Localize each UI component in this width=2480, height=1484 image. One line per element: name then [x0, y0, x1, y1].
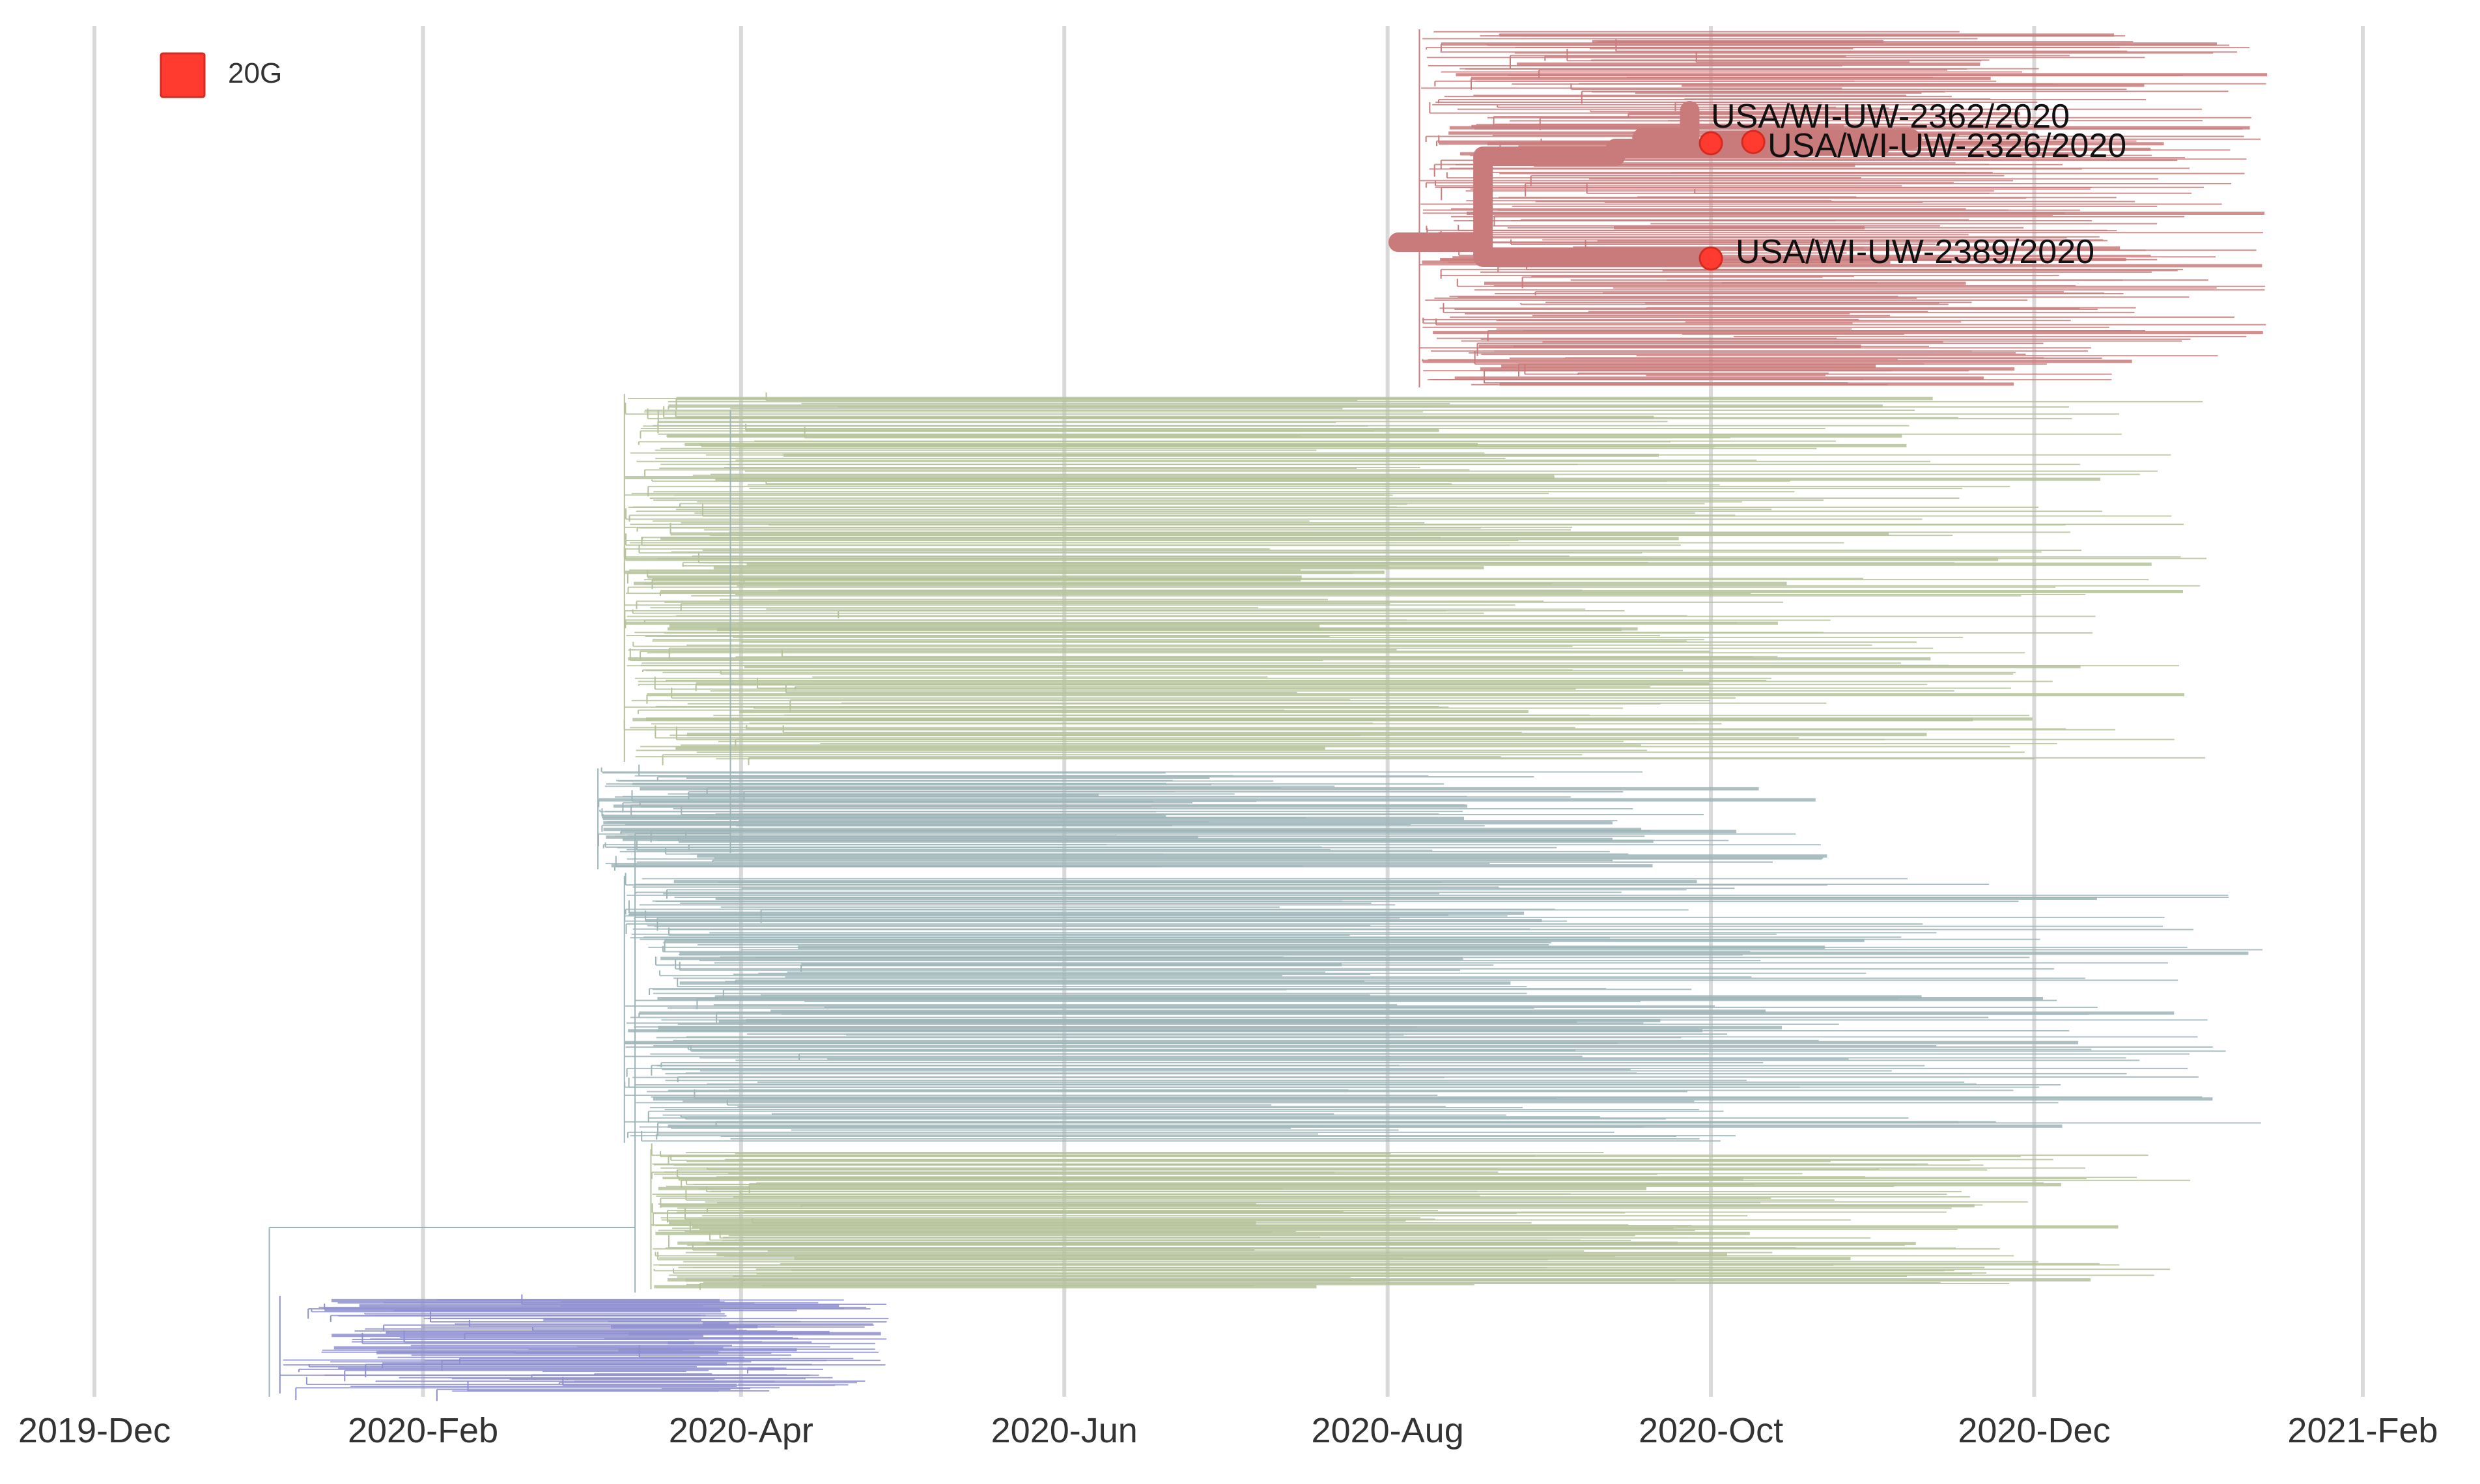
x-tick-label: 2020-Jun [991, 1411, 1138, 1450]
tip-marker[interactable] [1698, 246, 1723, 271]
legend-label-20g[interactable]: 20G [228, 57, 282, 89]
tip-label[interactable]: USA/WI-UW-2326/2020 [1768, 127, 2126, 165]
x-axis: 2019-Dec 2020-Feb 2020-Apr 2020-Jun 2020-Aug… [18, 1411, 2438, 1450]
x-tick-label: 2020-Apr [669, 1411, 813, 1450]
highlighted-lineage-branch [1388, 101, 1923, 267]
tip-label[interactable]: USA/WI-UW-2389/2020 [1736, 233, 2094, 271]
x-tick-label: 2021-Feb [2287, 1411, 2438, 1450]
legend: 20G [160, 52, 282, 98]
x-tick-label: 2020-Feb [348, 1411, 498, 1450]
x-tick-label: 2020-Dec [1958, 1411, 2110, 1450]
x-tick-label: 2019-Dec [18, 1411, 171, 1450]
tip-label[interactable]: USA/WI-UW-2362/2020 [1711, 98, 2070, 135]
x-tick-label: 2020-Aug [1312, 1411, 1464, 1450]
x-tick-label: 2020-Oct [1639, 1411, 1783, 1450]
tip-marker[interactable] [1741, 130, 1766, 154]
legend-swatch-20g[interactable] [160, 52, 206, 98]
highlighted-lineage-path [1388, 101, 1923, 267]
tip-marker[interactable] [1698, 131, 1723, 156]
